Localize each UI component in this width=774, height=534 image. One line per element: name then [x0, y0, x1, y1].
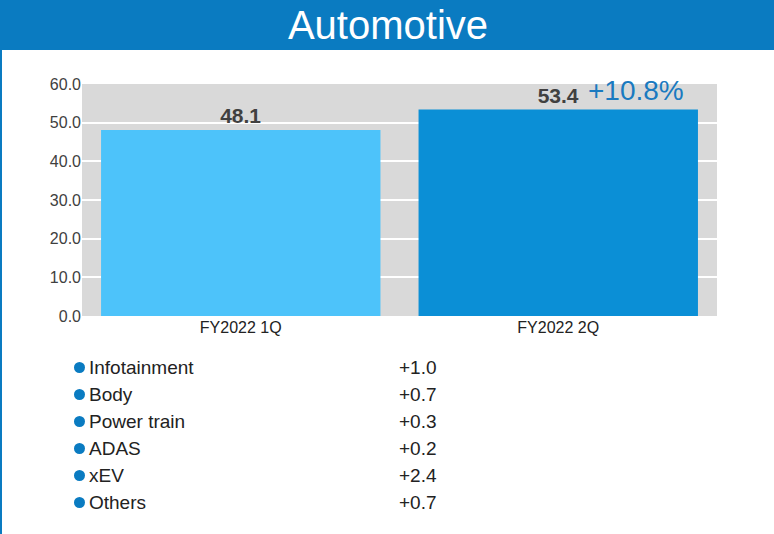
svg-text:20.0: 20.0 — [50, 230, 81, 247]
svg-text:FY2022 1Q: FY2022 1Q — [200, 319, 282, 336]
svg-text:FY2022 2Q: FY2022 2Q — [517, 319, 599, 336]
html-text:+0.3: +0.3 — [399, 411, 437, 432]
svg-text:+10.8%: +10.8% — [588, 75, 684, 106]
html-text:Power train: Power train — [89, 411, 186, 432]
svg-text:10.0: 10.0 — [50, 269, 81, 286]
svg-text:48.1: 48.1 — [220, 104, 261, 127]
html-text:+0.7: +0.7 — [399, 492, 437, 513]
html-text:xEV: xEV — [89, 465, 124, 486]
html-text:Infotainment: Infotainment — [89, 357, 194, 378]
html-text:Automotive: Automotive — [287, 3, 488, 47]
html-text:Others: Others — [89, 492, 146, 513]
svg-text:50.0: 50.0 — [50, 114, 81, 131]
svg-text:53.4: 53.4 — [538, 84, 579, 107]
html-text:+0.2: +0.2 — [399, 438, 437, 459]
html-text:Body: Body — [89, 384, 133, 405]
svg-text:60.0: 60.0 — [50, 76, 81, 93]
html-text:+0.7: +0.7 — [399, 384, 437, 405]
html-text:ADAS: ADAS — [89, 438, 141, 459]
svg-text:30.0: 30.0 — [50, 192, 81, 209]
svg-text:0.0: 0.0 — [59, 308, 81, 325]
html-text:+1.0: +1.0 — [399, 357, 437, 378]
html-text:+2.4: +2.4 — [399, 465, 437, 486]
svg-text:40.0: 40.0 — [50, 153, 81, 170]
